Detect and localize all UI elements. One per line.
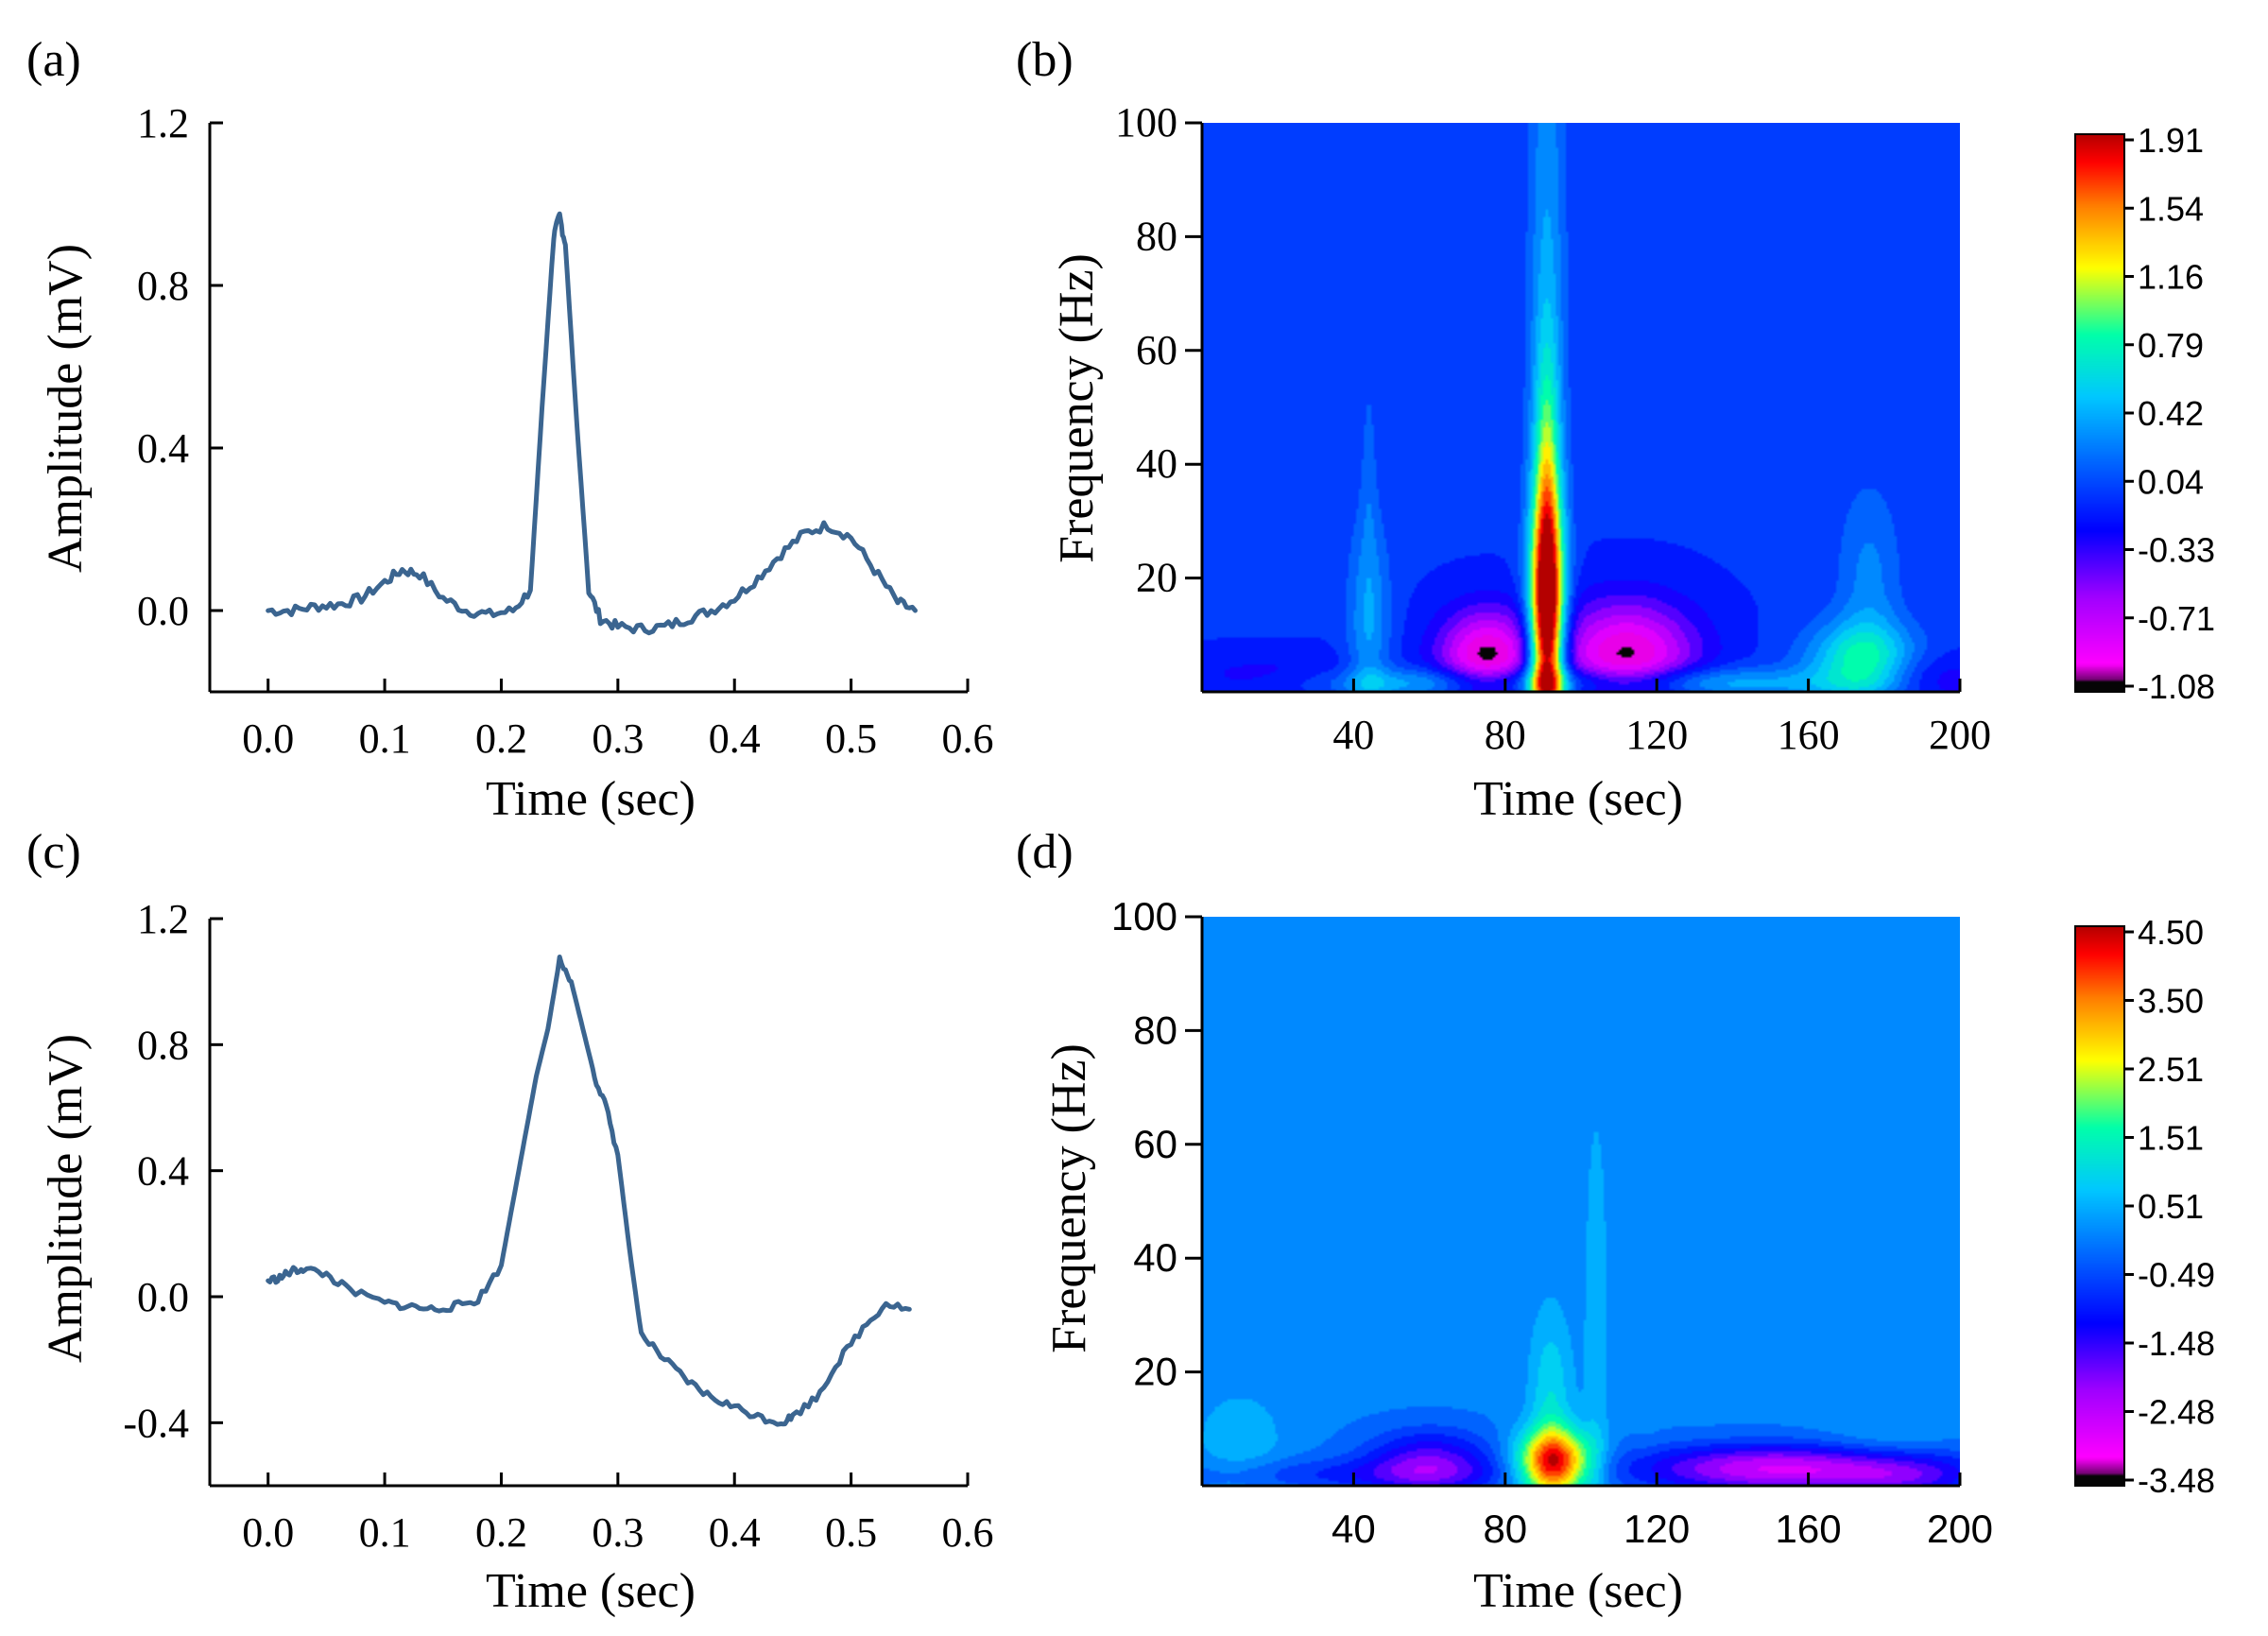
panel-a: (a) 0.0 0.4 0.8 1.2 0.0 0.1 0.2 0.3 0.4 0.5 0.6 Ti… [26, 33, 994, 826]
colorbar-tick-label-b: 0.04 [2138, 462, 2204, 501]
ecg-trace-a [266, 211, 918, 636]
x-tick-label-c: 0.0 [242, 1509, 294, 1556]
x-tick-label-c: 0.2 [475, 1509, 527, 1556]
colorbar-tick-label-b: 0.79 [2138, 326, 2204, 365]
colorbar-gradient-d [2075, 926, 2124, 1486]
y-tick-label-c: 0.0 [137, 1274, 189, 1320]
x-tick-label-c: 0.1 [359, 1509, 411, 1556]
panel-b-xlabel: Time (sec) [1473, 772, 1683, 826]
spectrogram-b [1202, 123, 1960, 692]
x-tick-label-c: 0.6 [942, 1509, 994, 1556]
x-tick-label-d: 200 [1927, 1507, 1993, 1551]
y-tick-label-c: 1.2 [137, 896, 189, 942]
colorbar-tick-label-b: 1.54 [2138, 189, 2204, 228]
x-tick-label-c: 0.3 [592, 1509, 644, 1556]
panel-label-d: (d) [1016, 825, 1074, 879]
x-tick-label-a: 0.2 [475, 715, 527, 762]
x-tick-label-b: 40 [1332, 712, 1374, 758]
y-tick-label-c: -0.4 [123, 1400, 189, 1446]
colorbar-tick-label-d: -2.48 [2138, 1393, 2215, 1432]
x-tick-label-b: 200 [1929, 712, 1991, 758]
panel-c-plot-area: -0.4 0.0 0.4 0.8 1.2 0.0 0.1 0.2 0.3 0.4 0.5 0.6 [123, 896, 993, 1556]
y-tick-label-d: 20 [1133, 1350, 1177, 1394]
x-tick-label-c: 0.4 [709, 1509, 761, 1556]
y-tick-label-b: 40 [1136, 440, 1177, 487]
x-tick-label-a: 0.4 [709, 715, 761, 762]
x-tick-label-a: 0.3 [592, 715, 644, 762]
panel-c-ylabel: Amplitude (mV) [39, 1034, 93, 1363]
x-tick-label-a: 0.5 [825, 715, 877, 762]
y-tick-label-d: 40 [1133, 1235, 1177, 1280]
y-tick-label-a: 1.2 [137, 100, 189, 146]
x-tick-label-b: 120 [1625, 712, 1688, 758]
colorbar-tick-label-b: -0.33 [2138, 531, 2215, 570]
panel-c-xlabel: Time (sec) [486, 1564, 696, 1618]
colorbar-tick-label-b: -1.08 [2138, 667, 2215, 706]
y-tick-label-a: 0.4 [137, 425, 189, 472]
panel-a-plot-area: 0.0 0.4 0.8 1.2 0.0 0.1 0.2 0.3 0.4 0.5 0.6 [137, 100, 994, 762]
colorbar-tick-label-d: 1.51 [2138, 1119, 2204, 1158]
y-tick-label-b: 80 [1136, 213, 1177, 259]
x-tick-label-d: 80 [1483, 1507, 1527, 1551]
y-tick-label-b: 20 [1136, 555, 1177, 601]
colorbar-tick-label-d: -3.48 [2138, 1461, 2215, 1500]
colorbar-tick-label-b: 0.42 [2138, 394, 2204, 433]
panel-b-colorbar: 1.91 1.54 1.16 0.79 0.42 0.04 -0.33 -0.71 -1.08 [2074, 121, 2215, 706]
x-tick-label-d: 120 [1624, 1507, 1690, 1551]
panel-d-ylabel: Frequency (Hz) [1042, 1043, 1096, 1353]
y-tick-label-c: 0.4 [137, 1148, 189, 1195]
y-tick-label-d: 100 [1111, 894, 1177, 939]
colorbar-tick-label-d: 0.51 [2138, 1187, 2204, 1226]
x-tick-label-d: 40 [1332, 1507, 1376, 1551]
y-tick-label-d: 60 [1133, 1122, 1177, 1166]
colorbar-tick-label-b: -0.71 [2138, 599, 2215, 638]
panel-label-c: (c) [26, 825, 81, 879]
y-tick-label-a: 0.8 [137, 263, 189, 309]
colorbar-tick-label-d: 2.51 [2138, 1050, 2204, 1089]
panel-d-plot-area: 20 40 60 80 100 40 80 120 160 200 [1111, 894, 1993, 1551]
colorbar-tick-label-d: -1.48 [2138, 1324, 2215, 1363]
colorbar-tick-label-d: -0.49 [2138, 1256, 2215, 1295]
y-tick-label-c: 0.8 [137, 1022, 189, 1068]
colorbar-tick-label-b: 1.91 [2138, 121, 2204, 160]
panel-b-plot-area: 20 40 60 80 100 40 80 120 160 200 [1115, 99, 1991, 758]
panel-label-b: (b) [1016, 33, 1074, 87]
colorbar-gradient-b [2075, 134, 2124, 692]
y-tick-label-b: 100 [1115, 99, 1177, 146]
x-tick-label-c: 0.5 [825, 1509, 877, 1556]
panel-c: (c) -0.4 0.0 0.4 0.8 1.2 0.0 0.1 0.2 0.3 0.4 0.5 0.… [26, 825, 994, 1618]
panel-label-a: (a) [26, 33, 81, 87]
spectrogram-d [1202, 917, 1960, 1486]
panel-b-ylabel: Frequency (Hz) [1050, 253, 1104, 563]
panel-d-xlabel: Time (sec) [1473, 1564, 1683, 1618]
ecg-trace-c [266, 955, 912, 1427]
panel-d-colorbar: 4.50 3.50 2.51 1.51 0.51 -0.49 -1.48 -2.48 -3.48 [2074, 913, 2215, 1500]
x-tick-label-a: 0.6 [942, 715, 994, 762]
x-tick-label-b: 160 [1778, 712, 1840, 758]
colorbar-tick-label-b: 1.16 [2138, 258, 2204, 297]
x-tick-label-d: 160 [1776, 1507, 1842, 1551]
y-tick-label-a: 0.0 [137, 588, 189, 634]
panel-a-xlabel: Time (sec) [486, 772, 696, 826]
x-tick-label-a: 0.1 [359, 715, 411, 762]
colorbar-tick-label-d: 4.50 [2138, 913, 2204, 952]
colorbar-tick-label-d: 3.50 [2138, 982, 2204, 1021]
y-tick-label-b: 60 [1136, 327, 1177, 373]
x-tick-label-a: 0.0 [242, 715, 294, 762]
panel-a-ylabel: Amplitude (mV) [39, 244, 93, 573]
x-tick-label-b: 80 [1485, 712, 1526, 758]
y-tick-label-d: 80 [1133, 1007, 1177, 1052]
